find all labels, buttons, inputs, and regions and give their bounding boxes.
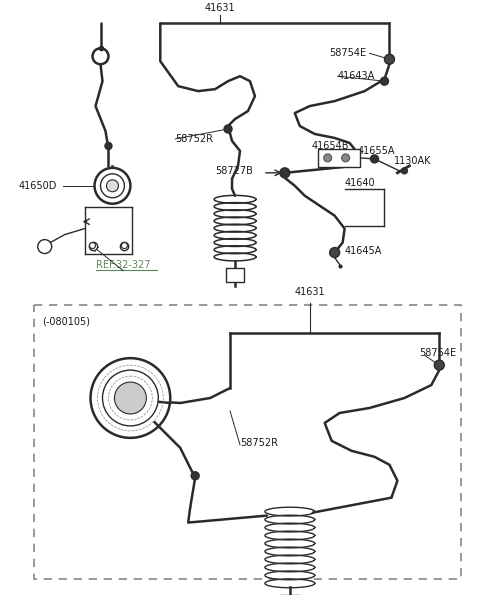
Circle shape <box>91 358 170 438</box>
Text: 58754E: 58754E <box>330 48 367 58</box>
Text: 41655A: 41655A <box>358 146 395 156</box>
Circle shape <box>401 168 408 174</box>
Circle shape <box>342 154 349 162</box>
Text: REF.32-327: REF.32-327 <box>96 260 150 271</box>
Text: 41631: 41631 <box>205 4 235 14</box>
Circle shape <box>191 472 199 480</box>
Circle shape <box>90 243 96 249</box>
Circle shape <box>103 370 158 426</box>
Text: 41631: 41631 <box>295 287 325 297</box>
Bar <box>318 149 360 167</box>
Text: 1130AK: 1130AK <box>395 156 432 166</box>
Circle shape <box>224 125 232 133</box>
Circle shape <box>280 168 290 178</box>
Circle shape <box>371 155 379 163</box>
Circle shape <box>38 240 52 253</box>
Text: 41643A: 41643A <box>337 71 375 81</box>
Text: 41654B: 41654B <box>312 141 349 151</box>
Circle shape <box>121 243 127 249</box>
Circle shape <box>384 54 395 64</box>
Text: 41645A: 41645A <box>345 246 382 256</box>
Text: 58752R: 58752R <box>175 134 213 144</box>
Circle shape <box>95 168 131 204</box>
Bar <box>280 595 300 596</box>
Circle shape <box>100 174 124 198</box>
Circle shape <box>330 247 340 257</box>
Text: 41650D: 41650D <box>19 181 57 191</box>
Circle shape <box>381 77 388 85</box>
Circle shape <box>114 382 146 414</box>
Bar <box>34 305 461 579</box>
Text: 41640: 41640 <box>345 178 375 188</box>
Circle shape <box>434 360 444 370</box>
Bar <box>226 268 244 283</box>
Circle shape <box>105 142 112 150</box>
Text: (-080105): (-080105) <box>42 316 90 326</box>
Text: 58754E: 58754E <box>420 348 456 358</box>
Text: 58752R: 58752R <box>240 438 278 448</box>
Circle shape <box>93 48 108 64</box>
Circle shape <box>324 154 332 162</box>
Text: 58727B: 58727B <box>215 166 253 176</box>
Circle shape <box>107 180 119 192</box>
